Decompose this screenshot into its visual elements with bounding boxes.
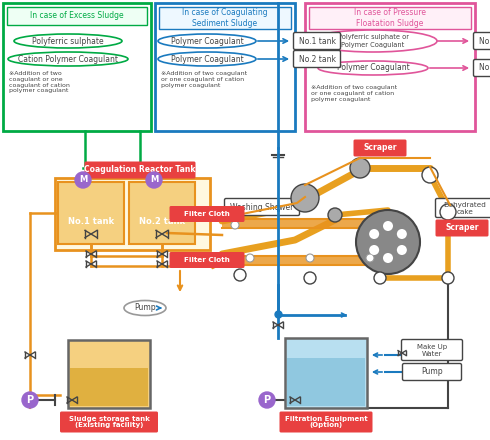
Text: Washing Shower: Washing Shower (230, 202, 294, 212)
Circle shape (422, 167, 438, 183)
Circle shape (356, 210, 420, 274)
Text: Polymer Coagulant: Polymer Coagulant (337, 63, 409, 73)
Circle shape (350, 158, 370, 178)
Text: ※Addition of two
coagulant or one
coagulant of cation
polymer coagulant: ※Addition of two coagulant or one coagul… (9, 71, 70, 93)
Circle shape (234, 269, 246, 281)
Text: Sludge storage tank
(Existing facility): Sludge storage tank (Existing facility) (69, 415, 149, 429)
Text: Make Up
Water: Make Up Water (417, 344, 447, 356)
Text: No.1 tank: No.1 tank (298, 37, 336, 45)
Bar (159, 7, 291, 29)
FancyBboxPatch shape (473, 59, 490, 77)
Bar (155, 3, 295, 131)
Text: Pump: Pump (134, 304, 156, 312)
Text: In case of Excess Sludge: In case of Excess Sludge (30, 11, 124, 21)
Ellipse shape (158, 52, 256, 66)
Ellipse shape (158, 34, 256, 48)
Circle shape (75, 172, 91, 188)
Text: Polymer Coagulant: Polymer Coagulant (171, 55, 244, 63)
Text: No.2 tank: No.2 tank (298, 55, 336, 63)
Bar (7, 7, 147, 25)
FancyBboxPatch shape (279, 411, 372, 433)
Text: In case of Pressure
Floatation Sludge: In case of Pressure Floatation Sludge (354, 8, 426, 28)
FancyBboxPatch shape (170, 252, 245, 268)
Circle shape (22, 392, 38, 408)
FancyBboxPatch shape (84, 161, 196, 179)
Text: Cation Polymer Coagulant: Cation Polymer Coagulant (18, 55, 118, 63)
Text: Pump: Pump (421, 367, 443, 377)
Text: Scraper: Scraper (363, 143, 397, 153)
Circle shape (383, 221, 393, 231)
FancyBboxPatch shape (60, 411, 158, 433)
Circle shape (374, 272, 386, 284)
Ellipse shape (309, 30, 437, 52)
Circle shape (440, 204, 456, 220)
FancyBboxPatch shape (170, 206, 245, 222)
Text: P: P (26, 395, 33, 405)
Bar (287, 358, 365, 406)
Text: Polyferric sulphate: Polyferric sulphate (32, 37, 104, 45)
Ellipse shape (14, 34, 122, 48)
Circle shape (442, 272, 454, 284)
Text: No.1 tank: No.1 tank (479, 37, 490, 45)
Bar (222, 219, 390, 228)
FancyBboxPatch shape (402, 363, 462, 381)
Bar (55, 178, 210, 250)
Circle shape (259, 392, 275, 408)
Text: No.2 tank: No.2 tank (479, 63, 490, 73)
Text: No.2 tank: No.2 tank (139, 216, 185, 225)
Circle shape (369, 245, 379, 255)
Ellipse shape (124, 301, 166, 315)
Text: Filtration Equipment
(Option): Filtration Equipment (Option) (285, 415, 368, 429)
Circle shape (231, 221, 239, 229)
Text: ※Addition of two coagulant
or one coagulant of cation
polymer coagulant: ※Addition of two coagulant or one coagul… (311, 85, 397, 102)
Text: Polyferric sulphate or
Polymer Coagulant: Polyferric sulphate or Polymer Coagulant (338, 34, 409, 48)
Text: Dehydrated
cake: Dehydrated cake (443, 202, 487, 214)
FancyBboxPatch shape (294, 51, 341, 67)
Ellipse shape (318, 61, 428, 75)
Circle shape (328, 208, 342, 222)
Circle shape (369, 229, 379, 239)
Text: Polymer Coagulant: Polymer Coagulant (171, 37, 244, 45)
Circle shape (397, 229, 407, 239)
FancyBboxPatch shape (294, 33, 341, 49)
Text: M: M (150, 176, 158, 184)
Circle shape (366, 254, 374, 262)
Bar (305, 3, 475, 131)
Bar (68, 340, 150, 408)
Circle shape (291, 184, 319, 212)
Circle shape (397, 245, 407, 255)
Ellipse shape (8, 52, 128, 66)
Bar (70, 368, 148, 406)
FancyBboxPatch shape (473, 33, 490, 49)
Circle shape (304, 272, 316, 284)
Text: Coagulation Reactor Tank: Coagulation Reactor Tank (84, 165, 196, 175)
Text: In case of Coagulating
Sediment Sludge: In case of Coagulating Sediment Sludge (182, 8, 268, 28)
Bar (222, 256, 370, 265)
FancyBboxPatch shape (401, 340, 463, 360)
Circle shape (306, 254, 314, 262)
FancyBboxPatch shape (353, 139, 407, 157)
FancyBboxPatch shape (224, 198, 299, 216)
Bar (58, 182, 124, 244)
Circle shape (146, 172, 162, 188)
Bar (129, 182, 195, 244)
Text: Filter Cloth: Filter Cloth (184, 211, 230, 217)
Text: Filter Cloth: Filter Cloth (184, 257, 230, 263)
Text: No.1 tank: No.1 tank (68, 216, 114, 225)
Text: Scraper: Scraper (445, 224, 479, 232)
Circle shape (246, 254, 254, 262)
Text: P: P (264, 395, 270, 405)
Circle shape (383, 253, 393, 263)
Bar (3, 3, 151, 131)
Text: ※Addition of two coagulant
or one coagulant of cation
polymer coagulant: ※Addition of two coagulant or one coagul… (161, 71, 247, 88)
FancyBboxPatch shape (436, 198, 490, 217)
FancyBboxPatch shape (436, 220, 489, 236)
Bar (285, 338, 367, 408)
Text: M: M (79, 176, 87, 184)
Bar (309, 7, 471, 29)
